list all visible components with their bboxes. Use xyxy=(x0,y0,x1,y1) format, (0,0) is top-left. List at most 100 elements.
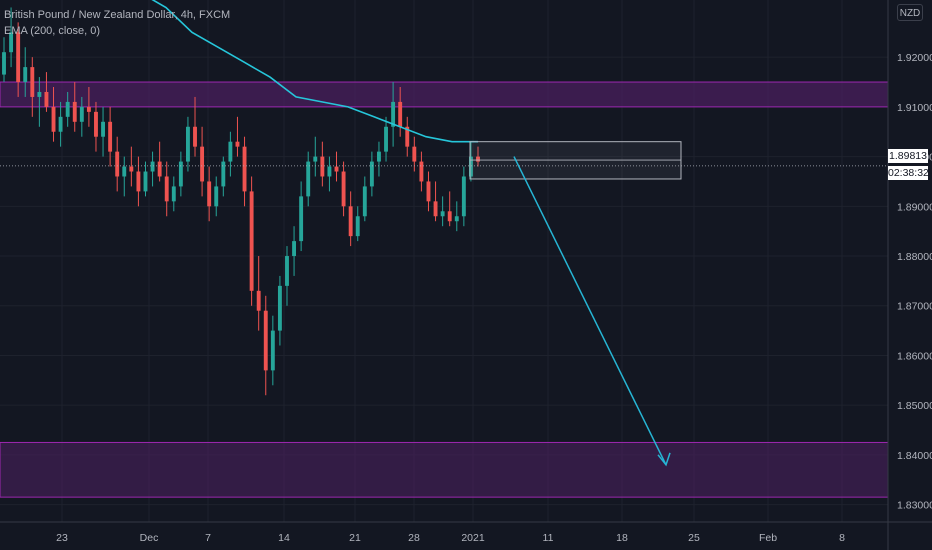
time-tick-label: 25 xyxy=(688,532,700,544)
time-tick-label: 7 xyxy=(205,532,211,544)
candle-body xyxy=(115,151,120,177)
candle-body xyxy=(122,166,127,177)
price-axis[interactable]: 1.920001.910001.900001.890001.880001.870… xyxy=(897,52,932,511)
time-tick-label: 14 xyxy=(278,532,290,544)
price-tick-label: 1.88000 xyxy=(897,251,932,263)
time-tick-label: 18 xyxy=(616,532,628,544)
candle-body xyxy=(51,106,56,132)
time-tick-label: 8 xyxy=(839,532,845,544)
candle-body xyxy=(419,161,424,182)
candle-body xyxy=(193,126,197,147)
time-tick-label: Feb xyxy=(759,532,777,544)
candle-body xyxy=(327,166,332,177)
candle-body xyxy=(348,206,353,237)
candle-body xyxy=(334,166,339,172)
candle-body xyxy=(30,67,35,97)
candle-body xyxy=(108,121,113,152)
candle-body xyxy=(306,161,311,197)
candle-body xyxy=(16,32,21,83)
price-tick-label: 1.83000 xyxy=(897,500,932,512)
zones-layer xyxy=(0,81,889,498)
candle-body xyxy=(447,211,452,222)
current-price-tag: 1.89813 xyxy=(888,149,928,163)
time-tick-label: Dec xyxy=(140,532,159,544)
candle-body xyxy=(398,101,403,127)
ema-200-line xyxy=(151,0,478,143)
time-tick-label: 28 xyxy=(408,532,420,544)
time-tick-label: 23 xyxy=(56,532,68,544)
candle-body xyxy=(263,310,268,371)
candle-body xyxy=(355,216,360,237)
candle-body xyxy=(362,186,367,217)
candle-body xyxy=(143,171,148,192)
down-arrow-line[interactable] xyxy=(513,156,667,466)
price-tick-label: 1.91000 xyxy=(897,102,932,114)
candle-body xyxy=(221,161,226,187)
candle-body xyxy=(150,161,155,172)
candle-body xyxy=(2,52,6,75)
resistance-zone xyxy=(0,81,889,108)
candle-body xyxy=(207,181,212,207)
bar-countdown-tag: 02:38:32 xyxy=(888,166,929,180)
candle-body xyxy=(468,156,473,177)
candle-body xyxy=(405,126,410,147)
candle-body xyxy=(9,32,14,53)
indicator-legend[interactable]: EMA (200, close, 0) xyxy=(4,25,100,37)
price-tick-label: 1.89000 xyxy=(897,201,932,213)
candle-body xyxy=(136,171,141,192)
candle-body xyxy=(228,141,233,162)
candle-body xyxy=(214,186,219,207)
time-tick-label: 2021 xyxy=(461,532,485,544)
candle-body xyxy=(341,171,346,207)
time-tick-label: 11 xyxy=(543,532,554,544)
price-tick-label: 1.92000 xyxy=(897,52,932,64)
candle-body xyxy=(292,241,297,257)
candle-body xyxy=(313,156,318,162)
time-axis[interactable]: 23 Dec 7 14 21 28 2021 11 18 25 Feb 8 xyxy=(56,532,845,544)
candle-body xyxy=(235,141,240,147)
price-tick-label: 1.87000 xyxy=(897,301,932,313)
candle-body xyxy=(440,211,445,217)
candle-body xyxy=(157,161,162,177)
candle-body xyxy=(384,126,388,152)
price-tick-label: 1.84000 xyxy=(897,450,932,462)
candle-body xyxy=(23,67,28,83)
arrow-head xyxy=(657,452,671,467)
candle-body xyxy=(94,111,98,137)
candle-body xyxy=(476,156,480,162)
candle-body xyxy=(65,101,70,117)
price-tick-label: 1.85000 xyxy=(897,400,932,412)
candle-body xyxy=(164,176,169,202)
currency-unit-button[interactable]: NZD xyxy=(897,4,923,21)
candle-body xyxy=(270,330,275,371)
symbol-title: British Pound / New Zealand Dollar, 4h, … xyxy=(4,9,231,21)
candle-body xyxy=(426,181,431,202)
candle-body xyxy=(79,106,84,122)
candle-body xyxy=(277,285,282,331)
candle-body xyxy=(285,256,289,286)
candle-body xyxy=(249,191,254,291)
candle-body xyxy=(185,126,190,162)
candle-body xyxy=(200,146,205,182)
price-tick-label: 1.86000 xyxy=(897,350,932,362)
candle-body xyxy=(101,121,105,137)
time-tick-label: 21 xyxy=(349,532,361,544)
candles-layer xyxy=(2,7,480,396)
support-zone xyxy=(0,441,889,498)
candle-body xyxy=(461,176,466,217)
candle-body xyxy=(412,146,417,162)
candle-body xyxy=(391,101,396,127)
candle-body xyxy=(129,166,134,172)
candle-body xyxy=(86,106,91,112)
candle-body xyxy=(44,91,49,107)
candle-body xyxy=(72,101,77,122)
candle-body xyxy=(454,216,459,222)
candle-body xyxy=(58,116,63,132)
drawings-layer[interactable] xyxy=(469,141,682,467)
candle-body xyxy=(178,161,183,187)
candle-body xyxy=(256,290,261,311)
candle-body xyxy=(369,161,374,187)
candle-body xyxy=(433,201,438,217)
candle-body xyxy=(171,186,176,202)
